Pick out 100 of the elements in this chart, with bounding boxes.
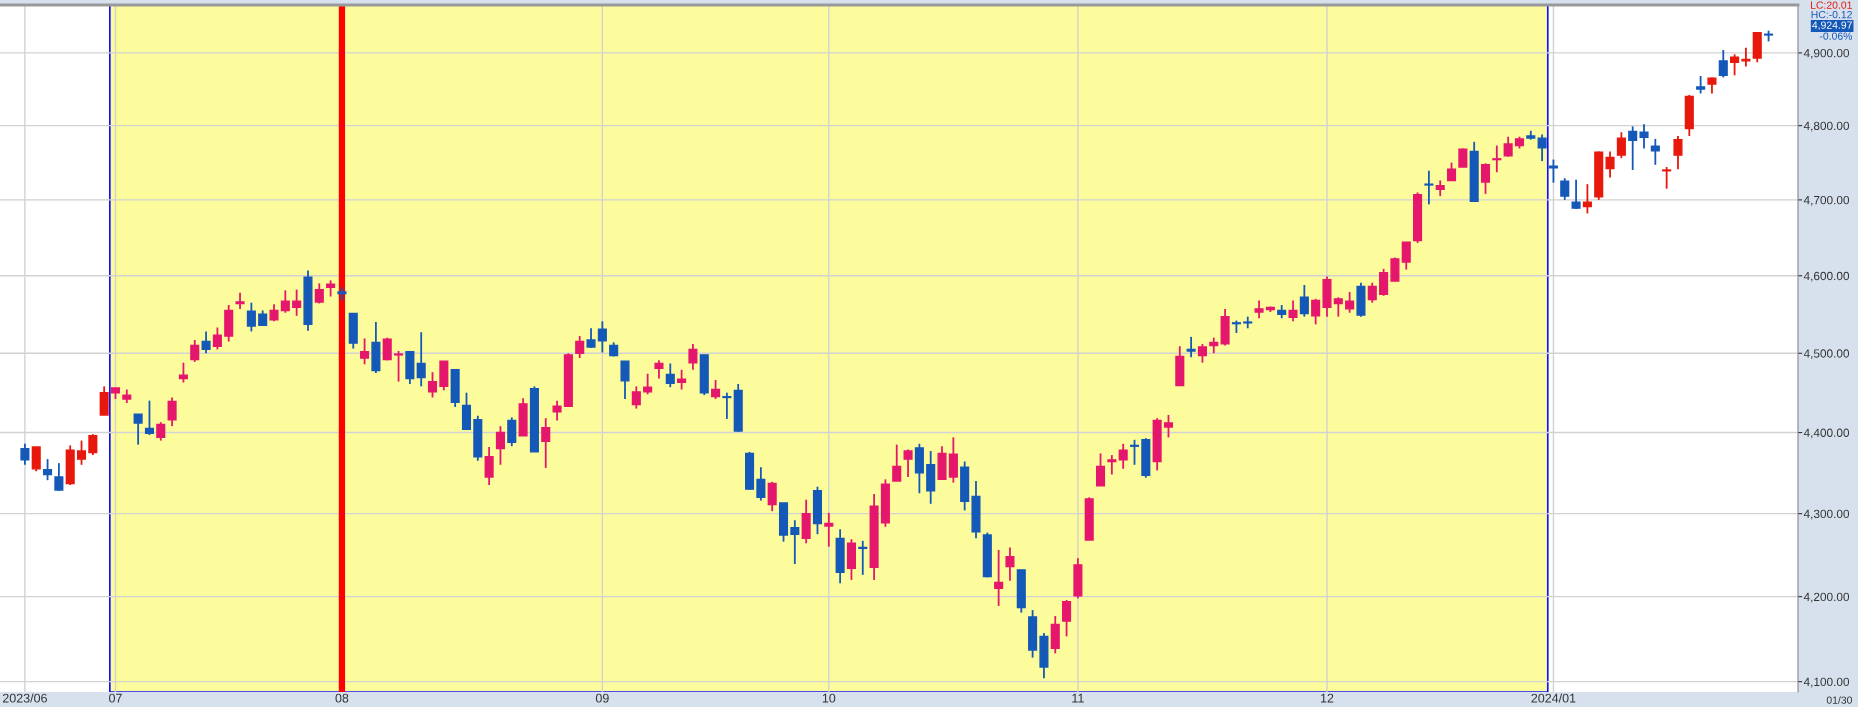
candlestick — [858, 539, 868, 576]
candlestick — [892, 443, 902, 482]
candlestick — [1186, 335, 1196, 359]
x-tick-label: 11 — [1072, 693, 1084, 703]
candlestick — [178, 361, 188, 384]
candlestick — [76, 439, 87, 466]
candlestick — [1503, 135, 1513, 158]
text: LC:20.01 — [1811, 1, 1852, 9]
candlestick — [903, 448, 913, 478]
candlestick — [484, 446, 494, 486]
candlestick — [948, 436, 958, 484]
candlestick — [1197, 342, 1207, 364]
y-tick-label: 4,600.00 — [1803, 271, 1850, 282]
x-tick-label: 2023/06 — [2, 693, 47, 703]
candlestick — [427, 371, 438, 399]
candlestick — [665, 362, 675, 389]
candlestick — [20, 442, 30, 466]
candlestick — [1062, 599, 1072, 638]
candlestick — [1582, 183, 1592, 215]
candlestick — [586, 327, 596, 349]
candlestick — [688, 342, 698, 371]
candlestick — [1616, 131, 1626, 160]
text: 01/30 — [1826, 696, 1853, 704]
candlestick — [1118, 442, 1128, 470]
candlestick — [575, 335, 585, 359]
candlestick — [167, 396, 177, 428]
y-tick-label: 4,300.00 — [1803, 509, 1850, 520]
candlestick — [246, 301, 256, 333]
candlestick — [994, 549, 1004, 607]
candlestick — [722, 391, 732, 420]
candlestick — [1288, 299, 1298, 323]
candlestick — [1095, 452, 1106, 487]
y-tick-label: 4,900.00 — [1803, 48, 1850, 59]
candlestick — [790, 519, 800, 565]
candlestick — [88, 433, 98, 456]
candlestick — [1311, 297, 1321, 326]
candlestick — [360, 337, 370, 366]
candlestick — [643, 372, 653, 396]
candlestick — [677, 368, 687, 391]
candlestick — [1537, 133, 1547, 162]
x-tick-label: 2024/01 — [1531, 693, 1576, 703]
x-tick-label: 12 — [1320, 693, 1334, 703]
candlestick — [1560, 177, 1570, 201]
candlestick — [1730, 53, 1740, 77]
candlestick — [1741, 46, 1751, 68]
candlestick — [1379, 267, 1389, 297]
candlestick — [292, 288, 302, 317]
candlestick — [495, 425, 505, 466]
candlestick — [1367, 281, 1377, 304]
candlestick — [756, 466, 766, 502]
candlestick — [1390, 256, 1400, 283]
candlestick — [99, 385, 109, 416]
candlestick — [156, 421, 166, 442]
candlestick — [1333, 296, 1343, 318]
x-tick-label: 09 — [595, 693, 609, 703]
candlestick — [1005, 546, 1015, 582]
candlestick — [133, 413, 143, 446]
candlestick — [1458, 147, 1468, 168]
candlestick — [1480, 162, 1491, 195]
x-tick-label: 08 — [335, 693, 349, 703]
candlestick — [1605, 150, 1615, 179]
candlestick — [824, 511, 834, 548]
candlestick — [394, 350, 404, 383]
candlestick — [43, 458, 53, 482]
text: -0.06% — [1819, 32, 1853, 40]
candlestick — [620, 360, 630, 400]
x-tick-label: 07 — [109, 693, 122, 703]
y-tick-label: 4,200.00 — [1803, 592, 1850, 603]
candlestick — [767, 480, 777, 513]
y-tick-label: 4,400.00 — [1803, 428, 1850, 439]
candlestick — [212, 326, 222, 351]
y-tick-label: 4,500.00 — [1803, 349, 1850, 360]
candlestick — [1662, 166, 1672, 190]
candlestick — [1718, 49, 1728, 79]
candlestick — [31, 446, 41, 473]
candlestick — [1345, 290, 1355, 314]
candlestick — [631, 385, 641, 410]
candlestick — [1673, 135, 1683, 171]
x-tick-label: 10 — [822, 693, 836, 703]
candlestick — [711, 379, 721, 400]
candlestick — [541, 417, 551, 469]
candlestick — [326, 279, 336, 298]
candlestick — [654, 359, 664, 380]
candlestick — [54, 462, 64, 492]
candlestick — [1571, 178, 1581, 210]
candlestick — [201, 330, 211, 355]
y-tick-label: 4,100.00 — [1803, 677, 1850, 688]
candlestick — [190, 339, 200, 363]
text: 4,924.97 — [1812, 21, 1852, 31]
candlestick — [507, 416, 517, 448]
candlestick — [280, 289, 290, 314]
candlestick — [1639, 123, 1649, 150]
candlestick — [1107, 454, 1117, 476]
candlestick — [1401, 241, 1411, 271]
text: HC:-0.12 — [1811, 10, 1852, 19]
candlestick — [1628, 125, 1638, 171]
candlestick — [416, 331, 426, 388]
candlestick — [597, 320, 607, 354]
candlestick — [1050, 615, 1060, 655]
candlestick — [235, 291, 245, 310]
